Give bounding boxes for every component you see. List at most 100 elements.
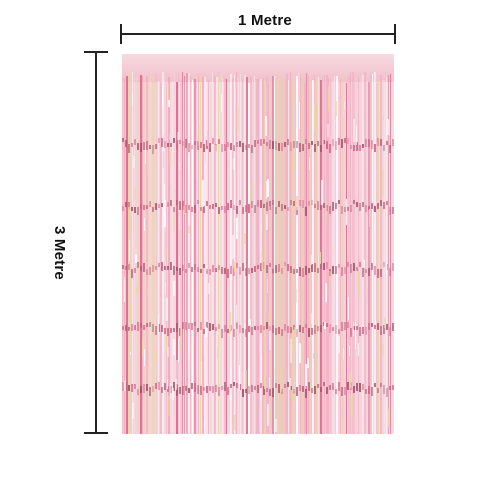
foil-fold-mark: [389, 145, 391, 153]
foil-shine: [128, 207, 130, 230]
foil-fold-mark: [320, 387, 322, 392]
foil-strand: [238, 78, 239, 434]
foil-fold-mark: [236, 383, 238, 388]
foil-strand: [260, 79, 262, 434]
foil-fold-mark: [302, 386, 304, 392]
foil-shine: [177, 132, 179, 140]
foil-fold-mark: [374, 206, 376, 212]
foil-shine: [145, 141, 146, 164]
curtain-illustration: [122, 54, 394, 434]
foil-fold-mark: [173, 207, 175, 212]
foil-fold-mark: [317, 141, 319, 146]
foil-strand: [146, 76, 148, 434]
foil-shine: [201, 361, 202, 384]
foil-shine: [175, 379, 177, 390]
foil-fold-mark: [212, 324, 214, 330]
foil-shine: [202, 180, 204, 207]
foil-fold-mark: [182, 386, 184, 395]
foil-shine: [167, 347, 169, 357]
foil-strand: [158, 81, 159, 434]
foil-fold-mark: [260, 263, 262, 271]
foil-shine: [349, 372, 351, 388]
foil-fold-mark: [215, 268, 217, 272]
foil-shine: [358, 343, 359, 356]
foil-fold-mark: [308, 143, 310, 149]
foil-fold-mark: [335, 141, 337, 150]
foil-fold-mark: [383, 262, 385, 267]
foil-fold-mark: [380, 269, 382, 277]
foil-strand: [248, 83, 250, 434]
foil-fold-mark: [362, 268, 364, 277]
foil-fold-mark: [182, 141, 184, 146]
foil-fold-mark: [245, 205, 247, 212]
foil-fold-mark: [260, 325, 262, 333]
foil-shine: [143, 393, 144, 400]
foil-strand: [218, 76, 219, 434]
foil-fold-mark: [236, 322, 238, 329]
foil-fold-mark: [203, 264, 205, 268]
foil-strand: [160, 82, 162, 434]
foil-strand: [226, 79, 227, 434]
foil-fold-mark: [338, 329, 340, 334]
foil-fold-mark: [371, 203, 373, 209]
foil-fold-mark: [356, 202, 358, 207]
foil-fold-mark: [284, 262, 286, 266]
foil-fold-mark: [383, 202, 385, 209]
foil-fold-mark: [170, 143, 172, 147]
foil-fold-mark: [359, 145, 361, 151]
foil-fold-mark: [356, 267, 358, 271]
foil-shine: [179, 162, 180, 169]
foil-fold-mark: [185, 386, 187, 391]
foil-strand: [206, 83, 207, 434]
foil-shine: [168, 84, 169, 102]
foil-strand: [188, 73, 190, 434]
foil-fold-mark: [251, 385, 253, 392]
foil-fold-mark: [143, 205, 145, 210]
foil-fold-mark: [158, 138, 160, 143]
foil-fold-mark: [203, 329, 205, 334]
foil-shine: [305, 364, 307, 386]
foil-fold-mark: [161, 262, 163, 271]
foil-fold-mark: [389, 268, 391, 276]
foil-fold-mark: [248, 326, 250, 332]
foil-strand: [324, 75, 325, 434]
foil-fold-mark: [221, 329, 223, 338]
foil-shine: [166, 331, 167, 353]
foil-fold-mark: [365, 269, 367, 273]
foil-shine: [179, 230, 180, 256]
foil-strand: [270, 82, 271, 434]
foil-strand: [236, 72, 237, 434]
foil-fold-mark: [212, 386, 214, 393]
foil-fold-mark: [254, 326, 256, 330]
foil-fold-mark: [332, 266, 334, 274]
foil-fold-mark: [140, 204, 142, 209]
foil-fold-mark: [155, 203, 157, 210]
foil-shine: [276, 243, 277, 261]
foil-fold-mark: [386, 201, 388, 205]
foil-fold-mark: [233, 329, 235, 337]
foil-strand: [148, 74, 149, 434]
foil-fold-mark: [305, 139, 307, 144]
foil-strand: [328, 78, 329, 434]
foil-fold-mark: [254, 386, 256, 390]
foil-shine: [295, 289, 297, 303]
foil-shine: [175, 190, 176, 208]
foil-shine: [264, 377, 265, 389]
foil-shine: [328, 86, 330, 111]
foil-shine: [168, 396, 170, 416]
foil-shine: [238, 107, 239, 131]
foil-fold-mark: [152, 207, 154, 212]
foil-fold-mark: [203, 144, 205, 152]
foil-fold-mark: [338, 200, 340, 204]
foil-shine: [236, 218, 238, 239]
foil-shine: [349, 346, 350, 356]
foil-strand: [316, 77, 318, 434]
foil-fold-mark: [173, 328, 175, 332]
foil-fold-mark: [161, 203, 163, 207]
width-right-tick: [394, 24, 396, 44]
foil-fold-mark: [335, 266, 337, 274]
foil-fold-mark: [311, 200, 313, 205]
foil-strand: [190, 76, 191, 434]
width-dimension-line: [120, 33, 396, 35]
foil-fold-mark: [377, 388, 379, 393]
